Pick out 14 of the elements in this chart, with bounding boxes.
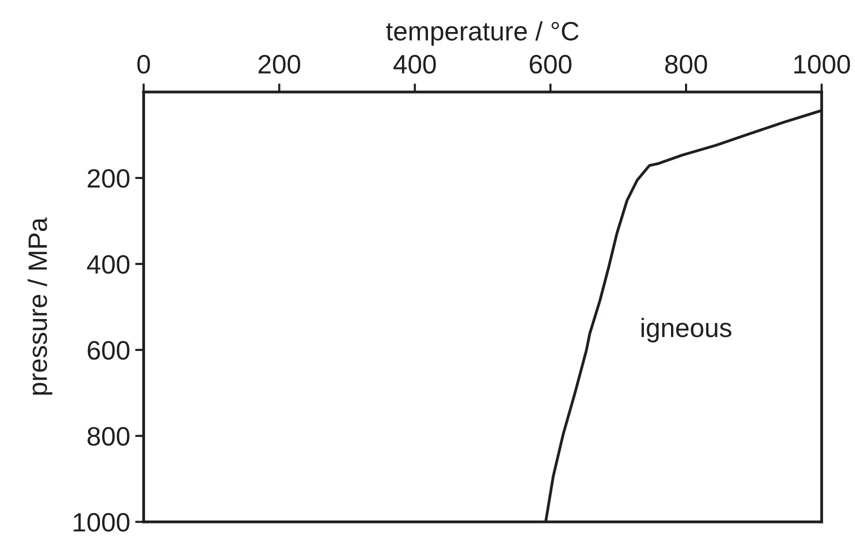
y-tick-label: 400 bbox=[87, 255, 130, 274]
y-tick-label: 200 bbox=[88, 169, 130, 188]
x-tick-label: 600 bbox=[530, 54, 572, 74]
y-tick-label: 600 bbox=[88, 341, 130, 360]
x-tick-label: 0 bbox=[137, 54, 150, 74]
y-axis-title: pressure / MPa bbox=[28, 217, 52, 395]
y-tick-label: 1000 bbox=[74, 512, 130, 532]
x-tick-label: 400 bbox=[393, 54, 436, 74]
x-axis-title: temperature / °C bbox=[386, 21, 579, 46]
x-tick-label: 1000 bbox=[794, 54, 850, 74]
x-tick-label: 800 bbox=[665, 54, 708, 74]
y-tick-label: 800 bbox=[88, 427, 130, 446]
annotation: igneous bbox=[642, 318, 732, 342]
x-tick-label: 200 bbox=[258, 54, 300, 74]
